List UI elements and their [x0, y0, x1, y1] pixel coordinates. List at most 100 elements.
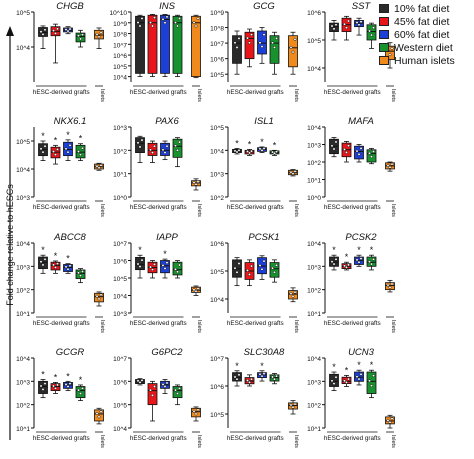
box-ucn3-0 [329, 373, 339, 387]
significance-star-gcgr-1: * [54, 372, 58, 382]
point-chgb-4-0 [95, 32, 99, 36]
point-abcc8-0-0 [39, 260, 43, 264]
box-gcg-1 [244, 31, 255, 60]
panel-title-gcgr: GCGR [56, 347, 85, 358]
box-ins-2 [160, 14, 170, 74]
tick-label-g6pc2-1: 10^5 [113, 403, 127, 410]
point-g6pc2-3-1 [176, 392, 179, 395]
tick-label-ins-0: 10^4 [113, 75, 127, 82]
point-mafa-4-1 [388, 165, 392, 169]
tick-label-gcg-0: 10^5 [210, 72, 224, 79]
panel-title-gcg: GCG [253, 1, 275, 12]
point-gcg-1-1 [248, 41, 251, 45]
point-nkx6-1-1-2 [56, 147, 59, 151]
significance-star-nkx6-1-0: * [41, 131, 45, 141]
significance-star-isl1-1: * [248, 139, 252, 149]
point-abcc8-3-1 [79, 274, 82, 278]
box-pax6-0 [135, 137, 145, 153]
point-iapp-2-1 [163, 267, 167, 270]
panel-abcc8: ABCC8 10^1 10^2 10^3 10^4 * * * hESC-derived gra… [16, 232, 105, 333]
tick-label-gcgr-0: 10^1 [16, 426, 30, 433]
legend-item-45pct: 45% fat diet [379, 15, 455, 28]
panel-title-mafa: MAFA [348, 116, 374, 127]
grafts-label-abcc8: hESC-derived grafts [33, 320, 90, 327]
point-pax6-3-2 [178, 140, 181, 144]
panel-gcg: GCG 10^5 10^6 10^7 10^8 10^9 hESC-derived graf… [210, 1, 299, 102]
point-pcsk1-4-1 [291, 294, 295, 298]
point-gcgr-4-2 [99, 410, 103, 414]
tick-label-ins-2: 10^6 [113, 53, 127, 60]
point-pcsk2-0-2 [334, 257, 338, 261]
point-gcgr-4-1 [97, 415, 101, 419]
panel-title-ucn3: UCN3 [348, 347, 375, 358]
point-sst-3-1 [370, 33, 373, 37]
point-pax6-1-0 [149, 148, 152, 152]
box-gcgr-0 [38, 380, 48, 394]
point-gcgr-2-0 [64, 383, 68, 386]
point-pcsk1-1-0 [246, 268, 249, 272]
tick-label-iapp-3: 10^6 [113, 259, 127, 266]
box-nkx6-1-3 [75, 144, 86, 159]
grafts-label-slc30a8: hESC-derived grafts [227, 435, 284, 442]
point-isl1-3-1 [273, 151, 276, 155]
grafts-label-pax6: hESC-derived grafts [130, 204, 187, 211]
grafts-label-ucn3: hESC-derived grafts [324, 435, 381, 442]
point-pax6-4-1 [194, 182, 198, 186]
point-gcg-3-1 [273, 46, 276, 49]
point-pcsk2-3-0 [368, 260, 371, 264]
legend-label-western: Western diet [394, 41, 453, 54]
panel-title-iapp: IAPP [156, 232, 178, 243]
point-nkx6-1-0-1 [41, 150, 45, 154]
tick-label-isl1-3: 10^5 [210, 125, 224, 132]
point-sst-3-0 [368, 29, 371, 33]
point-gcgr-0-2 [43, 382, 47, 386]
tick-label-g6pc2-2: 10^6 [113, 379, 127, 386]
panel-title-sst: SST [352, 1, 372, 12]
tick-label-nkx6-1-0: 10^3 [16, 195, 30, 202]
point-pcsk2-3-2 [372, 257, 375, 261]
point-slc30a8-1-2 [250, 377, 253, 381]
point-abcc8-4-0 [95, 294, 99, 298]
box-gcgr-3 [75, 386, 86, 399]
point-gcg-4-0 [289, 46, 293, 49]
panel-title-ins: INS [159, 1, 176, 12]
tick-label-mafa-4: 10^4 [307, 125, 321, 132]
box-sst-0 [329, 22, 339, 32]
point-g6pc2-4-0 [192, 409, 196, 413]
grafts-label-isl1: hESC-derived grafts [227, 204, 284, 211]
point-iapp-0-2 [140, 258, 144, 262]
tick-label-abcc8-1: 10^2 [16, 288, 30, 295]
point-ins-3-1 [176, 24, 179, 28]
point-mafa-2-0 [355, 149, 359, 153]
point-slc30a8-3-2 [275, 374, 278, 378]
point-ucn3-3-2 [372, 374, 375, 378]
islets-label-pax6: Islets [196, 204, 202, 217]
box-ucn3-2 [354, 371, 364, 382]
panel-slc30a8: SLC30A8 10^5 10^6 10^7 * * hESC-derived grafts… [210, 347, 299, 448]
point-iapp-0-1 [138, 265, 142, 269]
islets-label-g6pc2: Islets [196, 435, 202, 448]
tick-label-ins-6: 10^10 [109, 10, 127, 17]
box-abcc8-0 [38, 256, 48, 269]
tick-label-ins-5: 10^9 [113, 21, 127, 28]
box-ins-1 [147, 14, 158, 74]
point-abcc8-2-0 [64, 265, 68, 269]
point-pax6-0-1 [138, 145, 142, 149]
point-abcc8-3-2 [81, 270, 84, 273]
point-sst-1-2 [347, 19, 350, 23]
significance-star-nkx6-1-1: * [54, 135, 58, 145]
point-g6pc2-3-2 [178, 386, 181, 390]
tick-label-mafa-2: 10^2 [307, 160, 321, 167]
point-ins-1-0 [149, 21, 152, 24]
point-ucn3-2-1 [357, 377, 361, 381]
panel-title-pcsk2: PCSK2 [345, 232, 377, 243]
tick-label-pax6-3: 10^3 [113, 125, 127, 132]
panel-title-chgb: CHGB [56, 1, 84, 12]
point-gcgr-0-1 [41, 387, 45, 391]
point-abcc8-0-1 [41, 263, 45, 267]
point-nkx6-1-2-2 [68, 143, 72, 147]
point-ucn3-2-2 [359, 372, 363, 376]
point-gcgr-4-0 [95, 412, 99, 415]
point-gcg-2-1 [260, 45, 264, 49]
legend-swatch-western [379, 43, 389, 52]
